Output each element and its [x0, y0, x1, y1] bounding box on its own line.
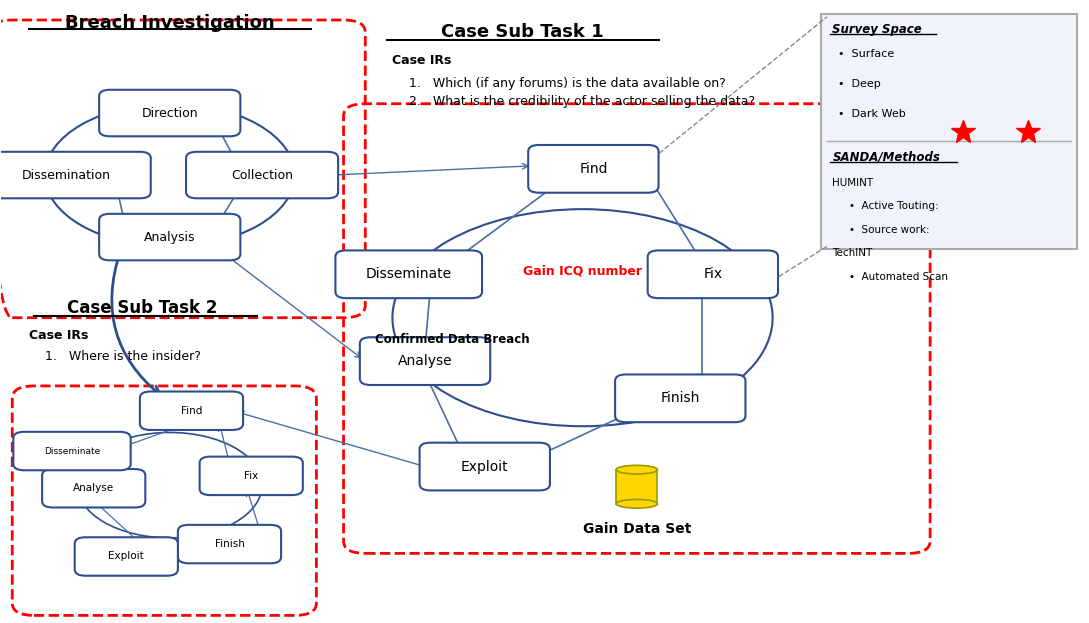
- Text: Gain Data Set: Gain Data Set: [583, 521, 692, 536]
- Text: 1.   Where is the insider?: 1. Where is the insider?: [45, 350, 200, 363]
- Text: Exploit: Exploit: [461, 460, 509, 473]
- Text: •  Source work:: • Source work:: [848, 225, 929, 235]
- Text: •  Automated Scan: • Automated Scan: [848, 272, 947, 282]
- Text: Breach Investigation: Breach Investigation: [65, 14, 274, 32]
- Text: Analyse: Analyse: [397, 354, 452, 368]
- Text: •  Dark Web: • Dark Web: [837, 108, 906, 118]
- Text: Find: Find: [181, 406, 203, 416]
- Text: 2.   What is the credibility of the actor selling the data?: 2. What is the credibility of the actor …: [408, 95, 755, 108]
- Text: Dissemination: Dissemination: [22, 169, 111, 181]
- FancyBboxPatch shape: [99, 214, 241, 260]
- FancyBboxPatch shape: [139, 391, 243, 430]
- Text: Analysis: Analysis: [144, 231, 196, 244]
- FancyBboxPatch shape: [821, 14, 1077, 249]
- Text: Fix: Fix: [244, 471, 258, 481]
- FancyBboxPatch shape: [178, 525, 281, 563]
- FancyBboxPatch shape: [528, 145, 659, 193]
- Text: Find: Find: [579, 162, 608, 176]
- Text: Analyse: Analyse: [73, 483, 114, 493]
- Text: HUMINT: HUMINT: [832, 178, 873, 188]
- Text: Finish: Finish: [661, 391, 700, 406]
- Text: Survey Space: Survey Space: [832, 23, 922, 36]
- FancyBboxPatch shape: [0, 152, 150, 198]
- Text: Collection: Collection: [231, 169, 293, 181]
- FancyBboxPatch shape: [615, 374, 746, 422]
- Text: SANDA/Methods: SANDA/Methods: [832, 150, 940, 163]
- Ellipse shape: [616, 500, 658, 508]
- Text: Direction: Direction: [142, 107, 198, 120]
- Text: •  Surface: • Surface: [837, 49, 894, 59]
- Text: Case Sub Task 1: Case Sub Task 1: [441, 24, 604, 41]
- Text: Gain ICQ number: Gain ICQ number: [523, 265, 643, 278]
- FancyBboxPatch shape: [75, 537, 178, 576]
- FancyBboxPatch shape: [42, 469, 145, 508]
- Ellipse shape: [616, 465, 658, 474]
- Text: Case Sub Task 2: Case Sub Task 2: [68, 300, 218, 317]
- Text: Exploit: Exploit: [109, 551, 144, 561]
- FancyBboxPatch shape: [186, 152, 338, 198]
- FancyBboxPatch shape: [648, 250, 778, 298]
- FancyBboxPatch shape: [335, 250, 482, 298]
- Text: •  Active Touting:: • Active Touting:: [848, 201, 939, 211]
- Text: •  Deep: • Deep: [837, 79, 881, 89]
- FancyArrowPatch shape: [112, 252, 160, 394]
- Text: TechINT: TechINT: [832, 249, 872, 259]
- Text: Case IRs: Case IRs: [28, 328, 88, 341]
- FancyBboxPatch shape: [199, 457, 303, 495]
- FancyBboxPatch shape: [99, 90, 241, 136]
- Text: Disseminate: Disseminate: [44, 447, 100, 455]
- Text: Case IRs: Case IRs: [392, 54, 452, 67]
- Bar: [616, 470, 658, 504]
- FancyBboxPatch shape: [419, 443, 550, 490]
- FancyBboxPatch shape: [359, 337, 490, 385]
- Text: Disseminate: Disseminate: [366, 267, 452, 282]
- Text: Finish: Finish: [215, 539, 244, 549]
- Text: Confirmed Data Breach: Confirmed Data Breach: [375, 333, 529, 346]
- Text: Fix: Fix: [703, 267, 722, 282]
- FancyBboxPatch shape: [13, 432, 131, 470]
- Text: 1.   Which (if any forums) is the data available on?: 1. Which (if any forums) is the data ava…: [408, 77, 725, 90]
